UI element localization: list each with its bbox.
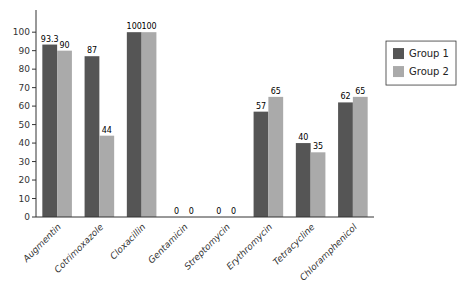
y-tick-label: 40 — [19, 138, 31, 148]
data-label: 0 — [174, 207, 179, 216]
y-tick-label: 90 — [19, 46, 31, 56]
chart: 93.3 87 100 0 0 57 40 62 90 44 100 0 0 65 35 65 0 10 20 30 4… — [0, 0, 474, 283]
y-axis-line — [36, 10, 37, 217]
y-tick — [32, 124, 36, 125]
y-tick — [32, 161, 36, 162]
data-label: 0 — [189, 207, 194, 216]
x-tick-label: Cotrimoxazole — [52, 222, 105, 275]
x-tick-label: Augmentin — [20, 222, 63, 265]
data-label: 93.3 — [41, 35, 59, 44]
y-tick — [32, 106, 36, 107]
y-tick — [32, 198, 36, 199]
bar — [268, 97, 283, 217]
bars — [42, 32, 367, 217]
bar — [57, 51, 72, 217]
y-tick-label: 70 — [19, 83, 31, 93]
data-label: 65 — [355, 87, 365, 96]
data-label: 90 — [59, 41, 69, 50]
bar — [311, 152, 326, 217]
y-tick-label: 80 — [19, 64, 31, 74]
legend-label: Group 1 — [409, 48, 449, 59]
y-tick-label: 60 — [19, 101, 31, 111]
y-tick-label: 0 — [24, 212, 30, 222]
data-label: 87 — [87, 46, 97, 55]
data-label: 35 — [313, 142, 323, 151]
data-label: 57 — [256, 102, 266, 111]
y-tick — [32, 50, 36, 51]
bar — [127, 32, 142, 217]
data-label: 62 — [340, 92, 350, 101]
legend-frame — [386, 41, 456, 85]
x-tick-label: Chloramphenicol — [298, 222, 359, 283]
y-tick — [32, 143, 36, 144]
y-tick-label: 30 — [19, 157, 31, 167]
data-label: 40 — [298, 133, 308, 142]
y-tick-label: 10 — [19, 194, 31, 204]
data-label: 100 — [127, 22, 142, 31]
data-label: 0 — [216, 207, 221, 216]
legend-label: Group 2 — [409, 66, 449, 77]
bar — [85, 56, 100, 217]
bar — [338, 102, 353, 217]
x-tick-label: Cloxacillin — [108, 222, 148, 262]
data-label: 100 — [141, 22, 156, 31]
bar — [353, 97, 368, 217]
x-tick-label: Tetracycline — [271, 222, 317, 268]
y-tick-label: 50 — [19, 120, 31, 130]
bar — [254, 112, 269, 217]
x-tick-label: Erythromycin — [225, 222, 275, 272]
data-label: 0 — [231, 207, 236, 216]
legend-swatch — [393, 66, 404, 77]
bar — [99, 136, 114, 217]
axes: 0 10 20 30 40 50 60 70 80 90 100 AugmentinCotrimoxa… — [13, 10, 374, 283]
y-tick — [32, 69, 36, 70]
legend-swatch — [393, 48, 404, 59]
data-labels: 93.3 87 100 0 0 57 40 62 90 44 100 0 0 65 35 65 — [41, 22, 366, 216]
y-tick — [32, 32, 36, 33]
y-tick — [32, 87, 36, 88]
y-tick-label: 20 — [19, 175, 31, 185]
bar — [296, 143, 311, 217]
data-label: 65 — [271, 87, 281, 96]
bar — [142, 32, 157, 217]
data-label: 44 — [102, 126, 112, 135]
bar — [42, 45, 57, 217]
y-tick-label: 100 — [13, 27, 30, 37]
x-axis-line — [36, 217, 374, 218]
y-tick — [32, 217, 36, 218]
legend: Group 1 Group 2 — [386, 41, 456, 85]
x-tick-label: Gentamicin — [146, 222, 190, 266]
y-tick — [32, 180, 36, 181]
